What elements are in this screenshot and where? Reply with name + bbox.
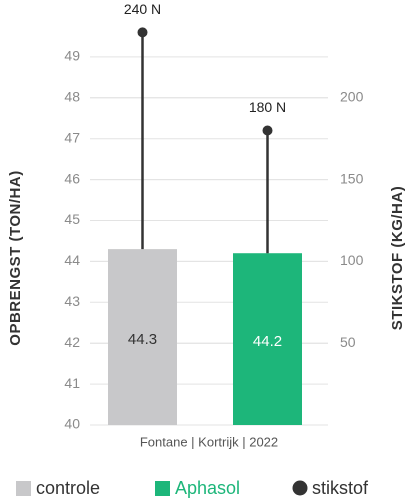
legend-swatch [155, 481, 170, 496]
y2-axis-label: STIKSTOF (KG/HA) [389, 186, 406, 330]
stikstof-label: 180 N [249, 99, 286, 115]
y2-tick-label: 100 [340, 252, 364, 268]
stikstof-label: 240 N [124, 1, 161, 17]
legend-label: stikstof [312, 478, 369, 498]
y-tick-label: 42 [64, 334, 80, 350]
bar-value-label: 44.2 [253, 333, 282, 350]
bar [233, 253, 302, 425]
y-tick-label: 43 [64, 293, 80, 309]
y2-tick-label: 50 [340, 334, 356, 350]
stikstof-dot [137, 27, 148, 38]
bar [108, 249, 177, 425]
legend-label: Aphasol [175, 478, 240, 498]
y-tick-label: 47 [64, 129, 80, 145]
y-tick-label: 44 [64, 252, 80, 268]
y-axis-label: OPBRENGST (TON/HA) [7, 170, 24, 345]
y2-tick-label: 150 [340, 170, 364, 186]
legend-swatch [16, 481, 31, 496]
subtitle: Fontane | Kortrijk | 2022 [140, 434, 278, 449]
stikstof-dot [262, 125, 273, 136]
legend-swatch [292, 480, 308, 496]
y2-tick-label: 200 [340, 89, 364, 105]
legend-label: controle [36, 478, 100, 498]
y-tick-label: 48 [64, 89, 80, 105]
y-tick-label: 40 [64, 416, 80, 432]
y-tick-label: 49 [64, 48, 80, 64]
y-tick-label: 41 [64, 375, 80, 391]
y-tick-label: 46 [64, 170, 80, 186]
bar-value-label: 44.3 [128, 331, 157, 348]
y-tick-label: 45 [64, 211, 80, 227]
